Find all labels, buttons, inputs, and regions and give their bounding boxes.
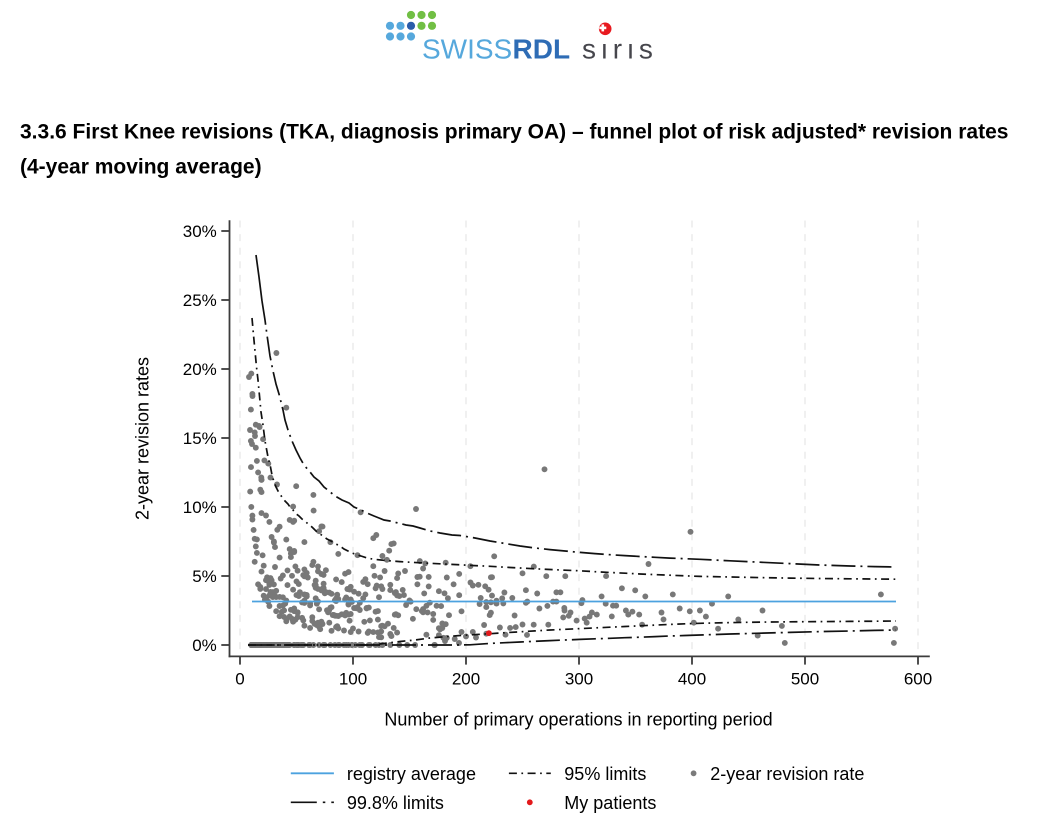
svg-text:300: 300	[565, 670, 593, 689]
svg-text:0%: 0%	[192, 636, 217, 655]
svg-text:15%: 15%	[183, 429, 217, 448]
svg-text:10%: 10%	[183, 498, 217, 517]
svg-text:registry average: registry average	[347, 764, 476, 784]
svg-text:0: 0	[235, 670, 244, 689]
svg-text:2-year revision rates: 2-year revision rates	[133, 357, 153, 520]
svg-text:400: 400	[678, 670, 706, 689]
svg-text:sırıs: sırıs	[582, 34, 657, 65]
svg-text:My patients: My patients	[564, 793, 656, 813]
svg-text:600: 600	[904, 670, 932, 689]
svg-text:99.8% limits: 99.8% limits	[347, 793, 444, 813]
svg-text:30%: 30%	[183, 222, 217, 241]
svg-text:2-year revision rate: 2-year revision rate	[710, 764, 864, 784]
svg-text:100: 100	[339, 670, 367, 689]
svg-text:200: 200	[452, 670, 480, 689]
svg-text:5%: 5%	[192, 567, 217, 586]
svg-text:20%: 20%	[183, 360, 217, 379]
svg-text:(4-year moving average): (4-year moving average)	[20, 156, 262, 179]
svg-text:SWISS: SWISS	[422, 34, 512, 65]
svg-text:RDL: RDL	[513, 34, 571, 65]
svg-text:500: 500	[791, 670, 819, 689]
svg-text:Number of primary operations i: Number of primary operations in reportin…	[384, 710, 772, 730]
svg-text:3.3.6 First Knee revisions (TK: 3.3.6 First Knee revisions (TKA, diagnos…	[20, 121, 1008, 144]
svg-text:95% limits: 95% limits	[564, 764, 646, 784]
svg-text:25%: 25%	[183, 291, 217, 310]
